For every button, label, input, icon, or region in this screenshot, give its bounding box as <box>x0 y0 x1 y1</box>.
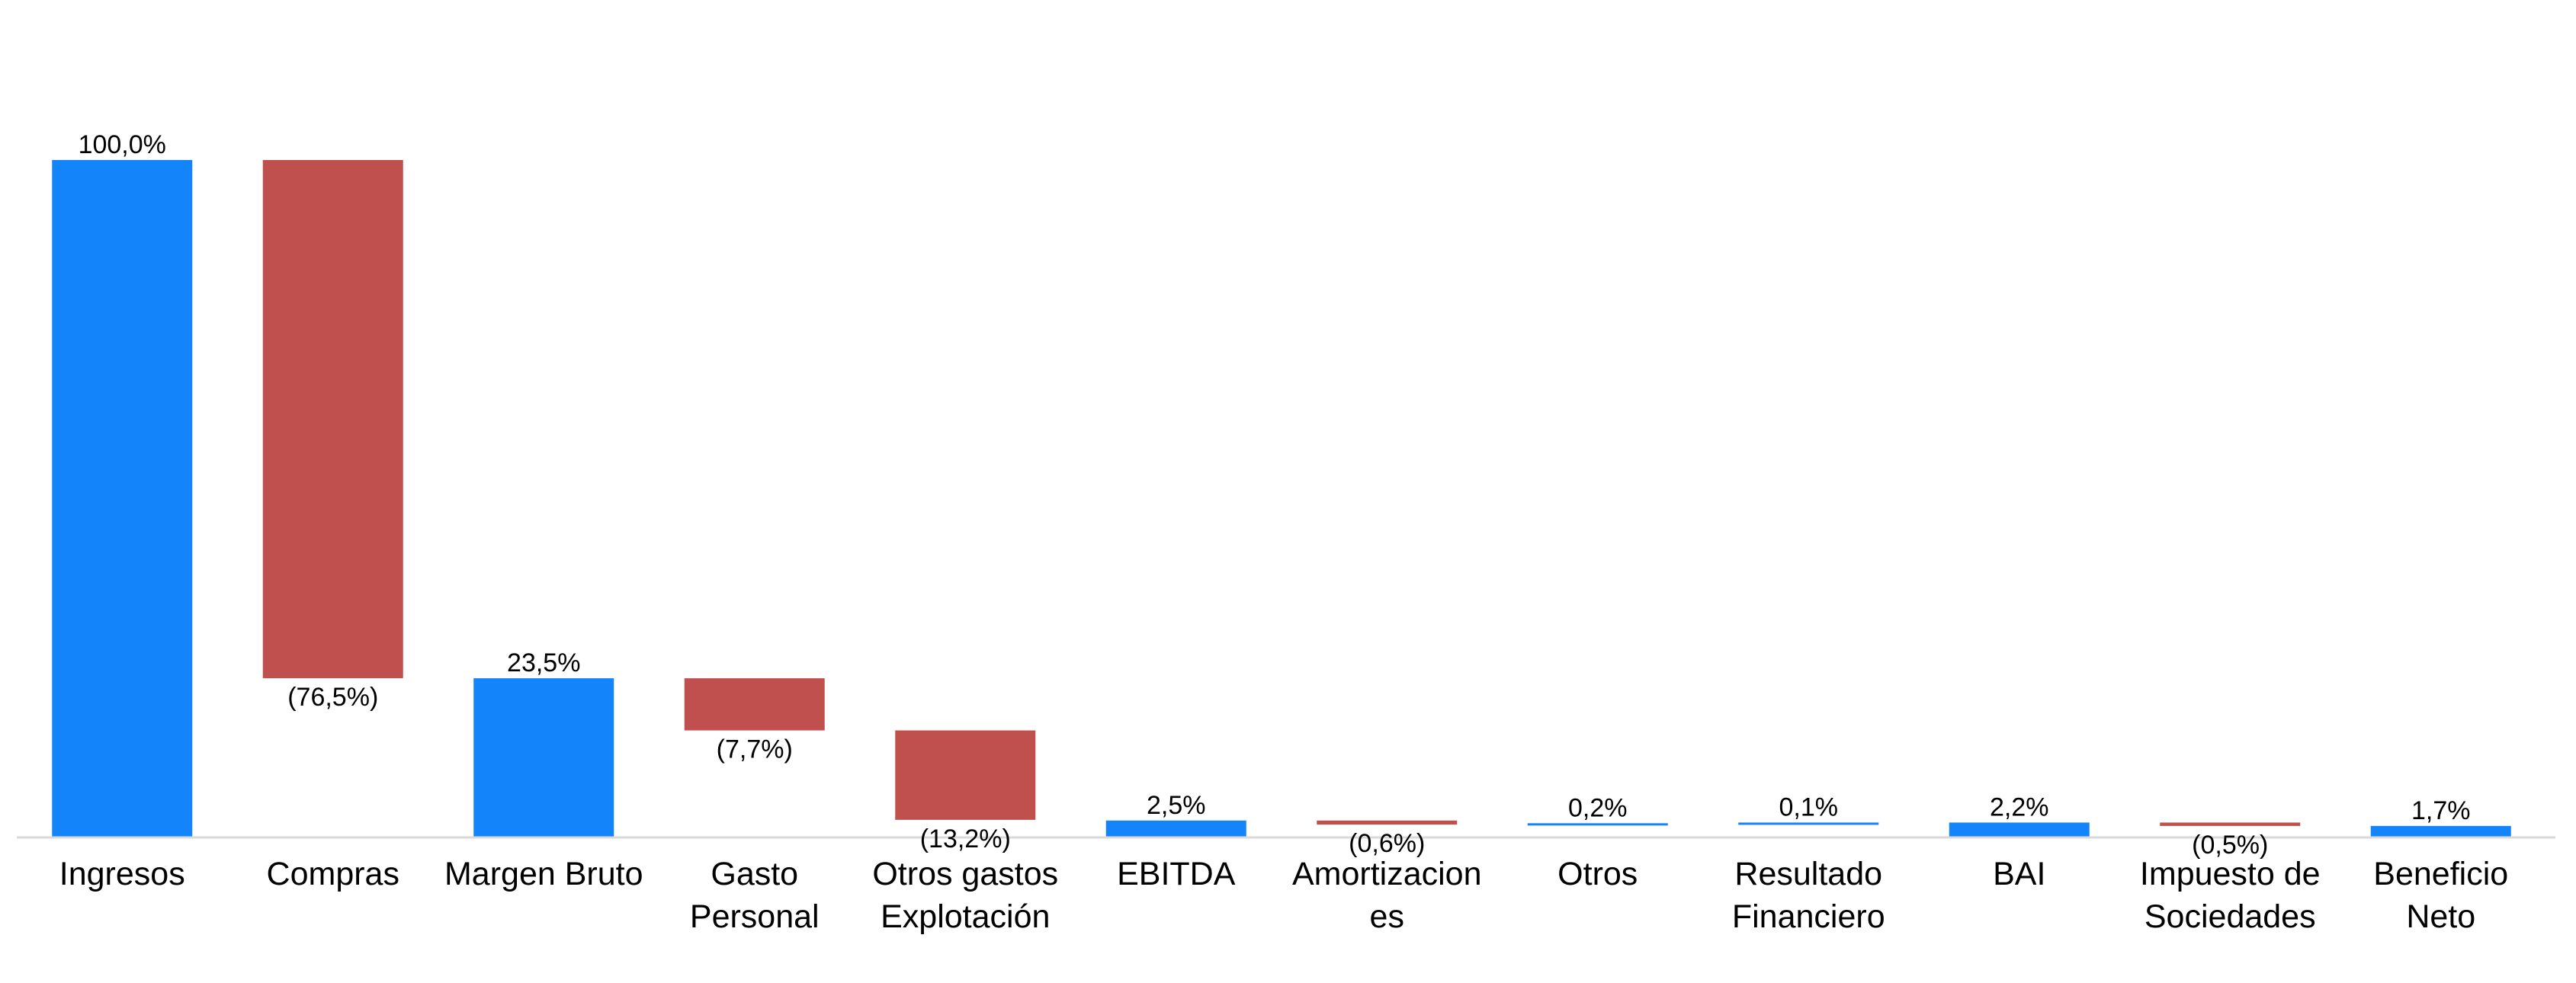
bar-7 <box>1527 823 1668 826</box>
data-label-8: 0,1% <box>1779 792 1839 821</box>
data-label-3: (7,7%) <box>717 735 793 764</box>
data-label-0: 100,0% <box>79 130 166 159</box>
category-label-10-line-0: Impuesto de <box>2140 856 2321 892</box>
category-label-7: Otros <box>1557 856 1638 892</box>
bar-6 <box>1317 820 1458 825</box>
category-label-5: EBITDA <box>1117 856 1236 892</box>
data-label-6: (0,6%) <box>1349 829 1425 858</box>
data-label-4: (13,2%) <box>920 825 1011 853</box>
bar-2 <box>473 678 614 837</box>
data-label-1: (76,5%) <box>287 683 378 712</box>
category-label-9: BAI <box>1993 856 2045 892</box>
category-label-3-line-1: Personal <box>690 898 820 935</box>
bar-3 <box>684 678 825 731</box>
data-label-10: (0,5%) <box>2192 831 2268 860</box>
data-label-2: 23,5% <box>507 648 580 677</box>
bar-8 <box>1738 822 1879 825</box>
data-label-11: 1,7% <box>2411 796 2471 825</box>
bar-10 <box>2160 822 2301 826</box>
bar-4 <box>895 730 1036 820</box>
category-label-8-line-0: Resultado <box>1734 856 1882 892</box>
data-label-5: 2,5% <box>1147 791 1206 820</box>
category-label-4-line-1: Explotación <box>881 898 1050 935</box>
category-label-11-line-1: Neto <box>2406 898 2475 935</box>
bar-1 <box>262 160 403 679</box>
data-labels-layer: 100,0% (76,5%) 23,5% (7,7%) (13,2%) 2,5% (0,6%… <box>79 130 2471 860</box>
category-label-1: Compras <box>267 856 399 892</box>
category-label-6-line-0: Amortizacion <box>1292 856 1482 892</box>
category-label-3-line-0: Gasto <box>711 856 798 892</box>
data-label-7: 0,2% <box>1568 793 1628 822</box>
category-label-0: Ingresos <box>59 856 185 892</box>
category-label-4-line-0: Otros gastos <box>872 856 1058 892</box>
data-label-9: 2,2% <box>1990 792 2049 821</box>
bar-5 <box>1105 820 1246 837</box>
bar-11 <box>2370 825 2511 837</box>
bars-layer <box>52 160 2511 837</box>
category-labels-layer: Ingresos Compras Margen Bruto Gasto Personal… <box>59 856 2508 935</box>
category-label-6-line-1: es <box>1370 898 1404 935</box>
category-label-10-line-1: Sociedades <box>2145 898 2316 935</box>
bar-9 <box>1949 822 2090 837</box>
bar-0 <box>52 160 193 837</box>
category-label-11-line-0: Beneficio <box>2373 856 2508 892</box>
category-label-8-line-1: Financiero <box>1732 898 1885 935</box>
category-label-2: Margen Bruto <box>444 856 643 892</box>
